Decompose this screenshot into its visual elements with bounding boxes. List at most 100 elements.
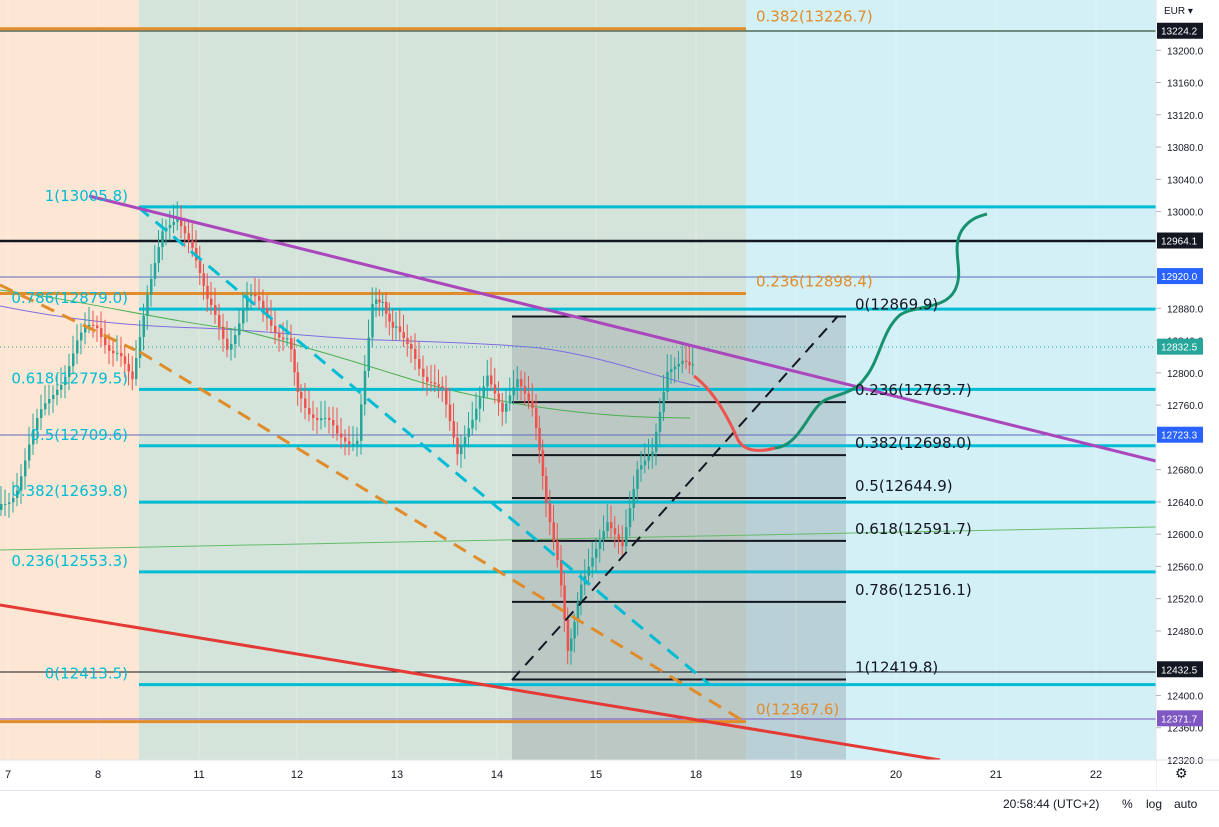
candle-body [625,527,628,547]
candle-body [538,428,541,451]
candle-body [580,584,583,602]
y-tick-label: 12320.0 [1167,756,1204,767]
candle-body [643,460,647,466]
candle-body [226,338,229,350]
candle-body [402,332,405,339]
candle-body [36,418,39,430]
price-tag-label: 12723.3 [1161,431,1198,442]
y-tick-label: 12520.0 [1167,595,1204,606]
price-tag-label: 12920.0 [1161,272,1198,283]
candle-body [270,317,273,326]
fib-right-label: 0.618(12591.7) [855,520,972,538]
candle-body [378,299,381,303]
dashed-black [511,315,839,681]
candle-body [76,340,79,354]
candle-body [258,296,261,301]
candle-body [146,294,149,316]
projection-teal [774,212,988,450]
candle-body [573,621,576,639]
price-tag-label: 13224.2 [1161,27,1198,38]
candle-body [587,566,590,576]
candle-body [168,224,172,229]
x-tick-label: 13 [391,769,403,781]
log-toggle[interactable]: log [1146,797,1163,811]
candle-body [180,218,183,227]
currency-selector[interactable]: EUR ▾ [1164,6,1193,17]
price-tag [1157,268,1203,285]
candle-body [278,332,281,338]
candle-body [234,335,237,344]
candle-body [406,338,409,344]
ma-green-line [0,289,691,419]
candle-body [28,444,31,461]
candle-body [422,368,425,377]
candle-body [316,418,319,421]
candle-body [508,395,512,404]
candle-body [381,301,385,303]
price-tag [1157,22,1203,39]
candle-body [360,404,363,441]
x-tick-label: 18 [690,769,702,781]
candle-body [266,308,269,318]
currency-label: EUR [1164,6,1186,17]
candle-body [560,559,563,586]
y-tick-label: 13040.0 [1167,175,1204,186]
candle-body [4,503,7,505]
price-axis[interactable] [1156,0,1219,790]
candle-body [274,325,277,333]
candle-body [332,420,335,426]
y-tick-label: 12880.0 [1167,304,1204,315]
candle-body [60,384,63,390]
fib-right-label: 0.786(12516.1) [855,581,972,599]
candle-body [68,366,71,377]
price-tag [1157,338,1203,355]
fib-right-label: 0(12869.9) [855,295,938,313]
candle-body [375,299,378,304]
candle-body [72,353,75,367]
candle-body [452,421,455,438]
candle-body [198,260,202,274]
candle-body [348,441,351,444]
candle-body [367,337,370,371]
candle-body [556,541,559,560]
time-axis[interactable] [0,760,1156,790]
x-tick-label: 20 [890,769,902,781]
fib-right [512,315,846,681]
candle-body [395,326,398,328]
candle-body [92,324,95,326]
candle-body [176,218,179,222]
candle-body [131,371,134,380]
candle-body [598,539,602,549]
candle-body [527,393,530,401]
ma-purple-line [0,305,701,388]
candle-body [8,502,11,504]
candle-body [666,371,669,392]
gear-icon[interactable]: ⚙ [1175,765,1188,781]
auto-toggle[interactable]: auto [1174,797,1198,811]
candle-body [445,387,448,405]
price-tags: 13224.2 12964.1 12920.0 12832.5 12723.3 12432… [1157,22,1203,727]
y-tick-label: 13000.0 [1167,208,1204,219]
fib-orange-label: 0.382(13226.7) [756,8,873,26]
candle-body [677,363,680,367]
candle-body [563,585,566,620]
x-tick-label: 22 [1090,769,1102,781]
fib-right-label: 0.236(12763.7) [855,381,972,399]
candle-body [448,404,452,422]
candle-body [161,231,164,248]
y-tick-label: 12640.0 [1167,498,1204,509]
price-tag-label: 12832.5 [1161,343,1198,354]
percent-toggle[interactable]: % [1122,797,1133,811]
x-tick-label: 11 [193,769,204,781]
candle-body [254,294,257,297]
candle-body [418,358,421,369]
candle-body [64,376,67,385]
fib-left-label: 0.786(12879.0) [11,289,128,307]
y-tick-label: 13120.0 [1167,111,1204,122]
y-tick-label: 12600.0 [1167,530,1204,541]
candle-body [475,408,478,420]
fib-left-label: 0.618(12779.5) [11,369,128,387]
fib-orange-label: 0.236(12898.4) [756,273,873,291]
candle-body [595,548,598,558]
